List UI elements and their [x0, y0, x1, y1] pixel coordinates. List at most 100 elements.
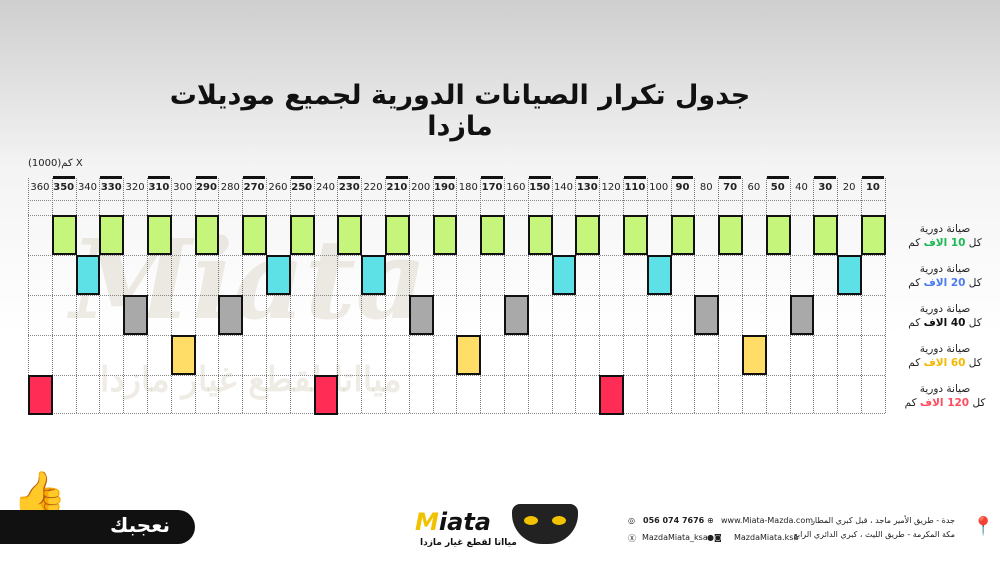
row-label-10k: صيانة دورية كل 10 الاف كم: [890, 222, 1000, 250]
column-header: 250: [291, 182, 313, 193]
row-label-title: صيانة دورية: [919, 303, 971, 315]
maintenance-mark: [361, 255, 386, 295]
column-header: 160: [506, 182, 526, 193]
interval-unit: الاف: [923, 277, 951, 289]
column-header-bar: [386, 176, 408, 179]
label-suffix: كم: [908, 277, 924, 289]
maintenance-mark: [51, 215, 77, 255]
website-link[interactable]: www.Miata-Mazda.com: [721, 516, 814, 525]
brand-logo: Miata: [415, 508, 491, 536]
maintenance-mark: [75, 255, 101, 295]
maintenance-mark: [837, 255, 862, 295]
grid-row-line: [28, 295, 885, 296]
x-icon: Ⓧ: [628, 534, 636, 543]
maintenance-mark: [337, 215, 363, 255]
label-prefix: كل: [965, 357, 982, 369]
maintenance-mark: [551, 255, 577, 295]
globe-icon: ⊕: [707, 516, 714, 525]
maintenance-mark: [861, 215, 886, 255]
row-label-60k: صيانة دورية كل 60 الاف كم: [890, 342, 1000, 370]
column-header: 80: [699, 182, 713, 193]
maintenance-mark: [408, 295, 434, 335]
maintenance-mark: [147, 215, 172, 255]
grid-column-line: [884, 178, 886, 413]
tiktok-instagram-icons: ●◙: [707, 533, 722, 542]
row-label-title: صيانة دورية: [919, 343, 971, 355]
row-label-interval: كل 120 الاف كم: [890, 396, 1000, 410]
column-header: 290: [196, 182, 217, 193]
interval-unit: الاف: [919, 397, 948, 409]
column-header: 110: [624, 182, 646, 193]
like-button[interactable]: نعجبك: [0, 510, 195, 544]
maintenance-mark: [480, 215, 505, 255]
label-prefix: كل: [965, 317, 982, 329]
column-header: 30: [818, 182, 833, 193]
column-header: 260: [268, 182, 288, 193]
column-header: 130: [576, 182, 598, 193]
maintenance-mark: [313, 375, 339, 415]
column-header-bar: [52, 176, 75, 179]
column-header-bar: [719, 176, 741, 179]
column-header-bar: [862, 176, 884, 179]
column-header: 100: [649, 182, 669, 193]
column-header: 40: [795, 182, 808, 193]
interval-number: 40: [950, 317, 966, 329]
address-jeddah: جدة - طريق الأمير ماجد ، قبل كبري المطار: [811, 516, 955, 525]
social-handle[interactable]: MazdaMiata.ksa: [734, 533, 799, 542]
label-prefix: كل: [969, 397, 986, 409]
column-header-bar: [814, 176, 837, 179]
column-header: 210: [386, 182, 408, 193]
maintenance-mark: [623, 215, 648, 255]
column-header: 190: [434, 182, 455, 193]
maintenance-mark: [789, 295, 815, 335]
grid-row-line: [28, 200, 885, 201]
column-header: 50: [770, 182, 785, 193]
column-header-bar: [576, 176, 599, 179]
column-header: 10: [865, 182, 880, 193]
interval-unit: الاف: [923, 357, 951, 369]
maintenance-mark: [646, 255, 672, 295]
row-label-interval: كل 60 الاف كم: [890, 356, 1000, 370]
column-header-bar: [195, 176, 218, 179]
maintenance-mark: [765, 215, 791, 255]
column-header: 330: [100, 182, 122, 193]
phone-number[interactable]: 056 074 7676: [643, 516, 705, 525]
column-header: 150: [529, 182, 551, 193]
label-prefix: كل: [965, 277, 982, 289]
watermark-tagline: ميااتا لقطع غيار مازدا: [100, 360, 402, 400]
location-pin-icon: 📍: [972, 516, 995, 537]
label-suffix: كم: [908, 237, 924, 249]
column-header: 350: [53, 182, 75, 193]
interval-unit: الاف: [923, 317, 951, 329]
interval-unit: الاف: [923, 237, 951, 249]
maintenance-mark: [527, 215, 553, 255]
column-header-bar: [528, 176, 551, 179]
column-header-bar: [671, 176, 694, 179]
logo-tagline: ميااتا لقطع غيار مازدا: [420, 538, 517, 548]
interval-number: 120: [947, 397, 970, 409]
column-header: 300: [173, 182, 193, 193]
maintenance-mark: [575, 215, 601, 255]
row-label-40k: صيانة دورية كل 40 الاف كم: [890, 302, 1000, 330]
column-header-bar: [624, 176, 646, 179]
column-header: 20: [842, 182, 856, 193]
column-header: 220: [363, 182, 383, 193]
column-header: 200: [411, 182, 431, 193]
maintenance-mark: [599, 375, 624, 415]
grid-row-line: [28, 413, 885, 414]
maintenance-mark: [99, 215, 125, 255]
maintenance-mark: [694, 295, 720, 335]
maintenance-mark: [266, 255, 291, 295]
x-handle[interactable]: MazdaMiata_ksa: [642, 533, 708, 542]
maintenance-mark: [813, 215, 839, 255]
column-header: 240: [315, 182, 336, 193]
grid-row-line: [28, 375, 885, 376]
maintenance-mark: [670, 215, 696, 255]
maintenance-mark: [28, 375, 53, 415]
page-title: جدول تكرار الصيانات الدورية لجميع موديلا…: [169, 80, 751, 142]
column-header-bar: [290, 176, 313, 179]
row-label-20k: صيانة دورية كل 20 الاف كم: [890, 262, 1000, 290]
maintenance-mark: [385, 215, 410, 255]
column-header: 120: [601, 182, 621, 193]
